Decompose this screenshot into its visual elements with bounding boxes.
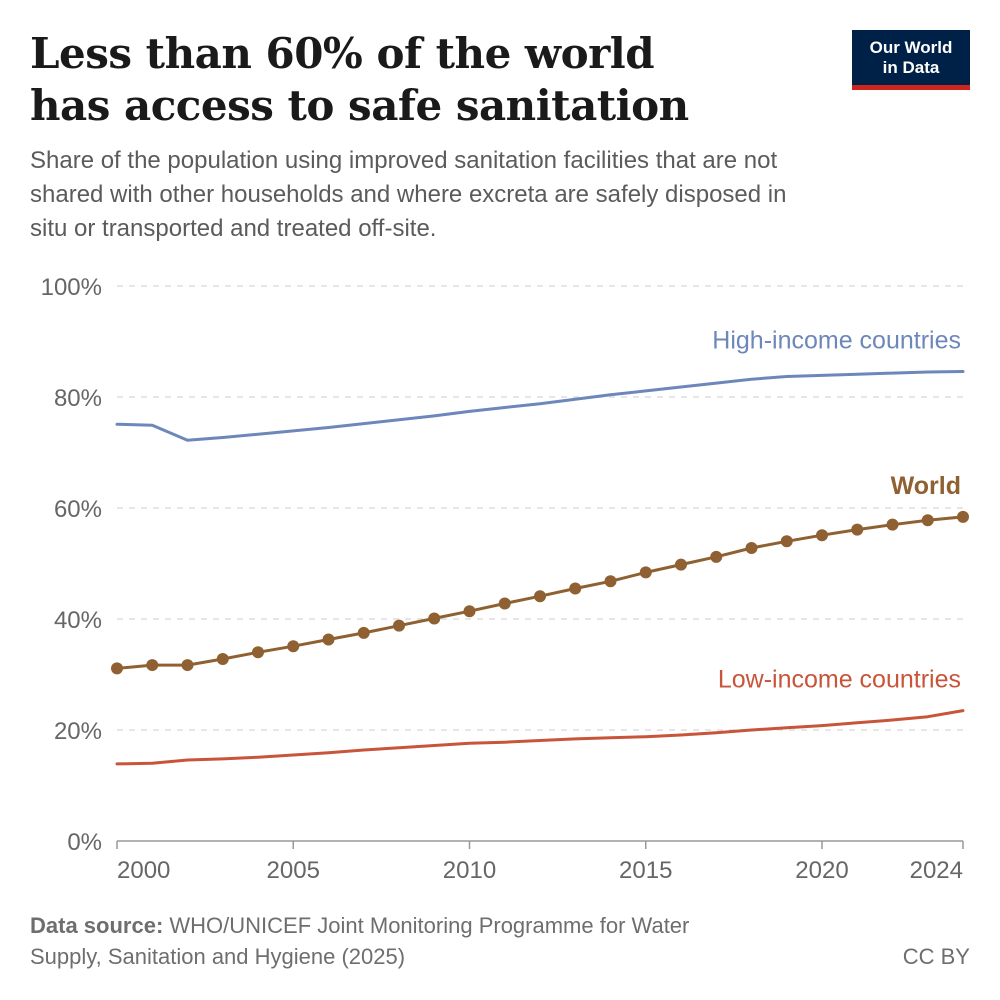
data-source-text: WHO/UNICEF Joint Monitoring Programme fo… xyxy=(30,913,690,969)
x-tick-label: 2024 xyxy=(910,857,963,884)
data-point-world xyxy=(428,612,441,625)
data-point-world xyxy=(957,510,969,523)
x-tick-label: 2020 xyxy=(795,857,848,884)
data-source-label: Data source: xyxy=(30,913,164,938)
data-point-world xyxy=(604,575,617,588)
series-line-high-income-countries xyxy=(115,370,965,442)
data-point-world xyxy=(780,535,793,548)
data-point-world xyxy=(921,514,934,527)
chart-title: Less than 60% of the world has access to… xyxy=(30,28,790,132)
y-tick-label: 60% xyxy=(54,496,102,523)
x-tick-label: 2000 xyxy=(117,857,170,884)
y-tick-label: 40% xyxy=(54,607,102,634)
y-tick-label: 80% xyxy=(54,385,102,412)
data-point-world xyxy=(675,558,687,571)
data-point-world xyxy=(393,619,405,632)
data-point-world xyxy=(569,582,582,595)
data-point-world xyxy=(216,652,229,665)
license-label[interactable]: CC BY xyxy=(902,944,970,969)
series-line-low-income-countries xyxy=(115,709,965,766)
logo-line-2: in Data xyxy=(882,58,940,77)
series-label-world: World xyxy=(891,472,961,500)
data-point-world xyxy=(287,640,300,653)
y-tick-label: 20% xyxy=(54,718,102,745)
series-label-low-income-countries: Low-income countries xyxy=(718,666,961,694)
data-source-note: Data source: WHO/UNICEF Joint Monitoring… xyxy=(30,910,730,972)
data-point-world xyxy=(851,523,864,536)
chart-title-line-1: Less than 60% of the world xyxy=(30,29,655,78)
data-point-world xyxy=(710,550,723,563)
our-world-in-data-logo[interactable]: Our World in Data xyxy=(852,30,970,90)
chart-subtitle: Share of the population using improved s… xyxy=(30,147,787,242)
data-point-world xyxy=(639,566,652,579)
series-label-high-income-countries: High-income countries xyxy=(712,326,961,354)
y-tick-label: 100% xyxy=(41,274,102,301)
data-point-world xyxy=(181,659,194,672)
data-point-world xyxy=(745,541,758,554)
x-tick-label: 2010 xyxy=(443,857,496,884)
data-point-world xyxy=(463,605,476,618)
data-point-world xyxy=(816,529,828,542)
data-point-world xyxy=(146,659,159,672)
x-tick-label: 2005 xyxy=(267,857,320,884)
data-point-world xyxy=(534,590,546,603)
logo-line-1: Our World xyxy=(869,38,953,57)
chart-title-line-2: has access to safe sanitation xyxy=(30,81,689,130)
data-point-world xyxy=(886,518,899,531)
x-tick-label: 2015 xyxy=(619,857,672,884)
data-point-world xyxy=(111,662,123,675)
data-point-world xyxy=(322,633,335,646)
data-point-world xyxy=(357,626,370,639)
y-tick-label: 0% xyxy=(67,829,102,856)
data-point-world xyxy=(498,597,511,610)
data-point-world xyxy=(252,646,264,659)
